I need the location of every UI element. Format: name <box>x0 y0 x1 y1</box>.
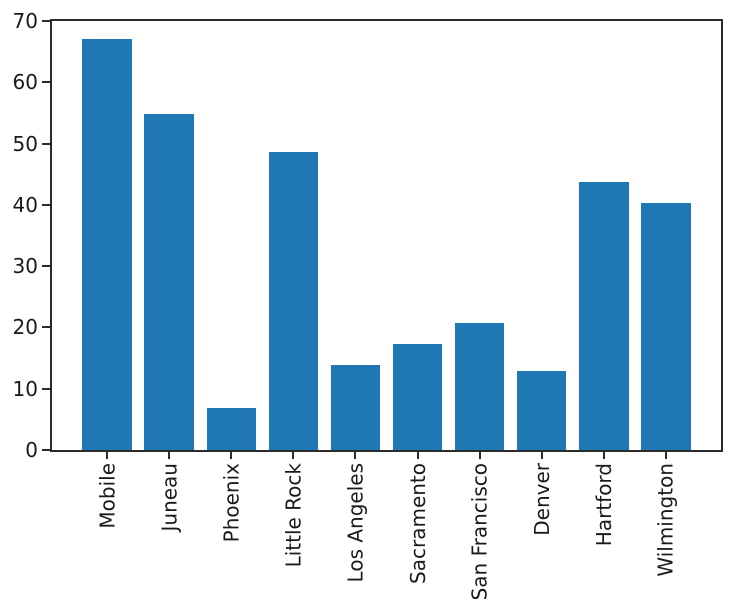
y-tick-label: 40 <box>12 192 38 217</box>
x-tick-mark <box>106 452 109 459</box>
bar-denver <box>516 370 567 450</box>
bar-hartford <box>578 182 629 450</box>
x-tick-label: Phoenix <box>219 463 244 543</box>
x-tick-label: San Francisco <box>467 463 492 601</box>
y-tick-mark <box>42 265 50 268</box>
y-tick-mark <box>42 326 50 329</box>
y-tick-mark <box>42 203 50 206</box>
y-tick-label: 20 <box>12 315 38 340</box>
y-tick-mark <box>42 142 50 145</box>
x-tick-mark <box>416 452 419 459</box>
y-tick-mark <box>42 20 50 22</box>
x-tick-mark <box>664 452 667 459</box>
y-tick-mark <box>42 81 50 84</box>
x-tick-mark <box>602 452 605 459</box>
x-tick-mark <box>292 452 295 459</box>
y-tick-label: 60 <box>12 70 38 95</box>
bar-little-rock <box>268 151 319 450</box>
x-tick-label: Juneau <box>157 463 182 532</box>
bar-sacramento <box>392 343 443 450</box>
y-tick-label: 70 <box>12 9 38 33</box>
x-tick-mark <box>230 452 233 459</box>
y-tick-mark <box>42 449 50 451</box>
y-tick-mark <box>42 387 50 390</box>
bar-wilmington <box>640 203 691 450</box>
bar-phoenix <box>206 408 257 450</box>
x-tick-label: Little Rock <box>281 463 306 568</box>
bar-mobile <box>82 38 133 450</box>
bar-san-francisco <box>454 322 505 450</box>
y-tick-label: 30 <box>12 254 38 279</box>
x-tick-label: Mobile <box>95 463 120 529</box>
bar-los-angeles <box>330 365 381 450</box>
x-tick-label: Wilmington <box>653 463 678 577</box>
y-tick-label: 50 <box>12 131 38 156</box>
y-tick-label: 0 <box>25 438 38 462</box>
x-tick-label: Hartford <box>591 463 616 547</box>
y-tick-label: 10 <box>12 376 38 401</box>
x-tick-label: Los Angeles <box>343 463 368 583</box>
x-tick-mark <box>168 452 171 459</box>
x-tick-mark <box>478 452 481 459</box>
x-tick-mark <box>354 452 357 459</box>
x-tick-label: Sacramento <box>405 463 430 584</box>
x-tick-label: Denver <box>529 463 554 536</box>
bar-juneau <box>144 113 195 450</box>
x-tick-mark <box>540 452 543 459</box>
